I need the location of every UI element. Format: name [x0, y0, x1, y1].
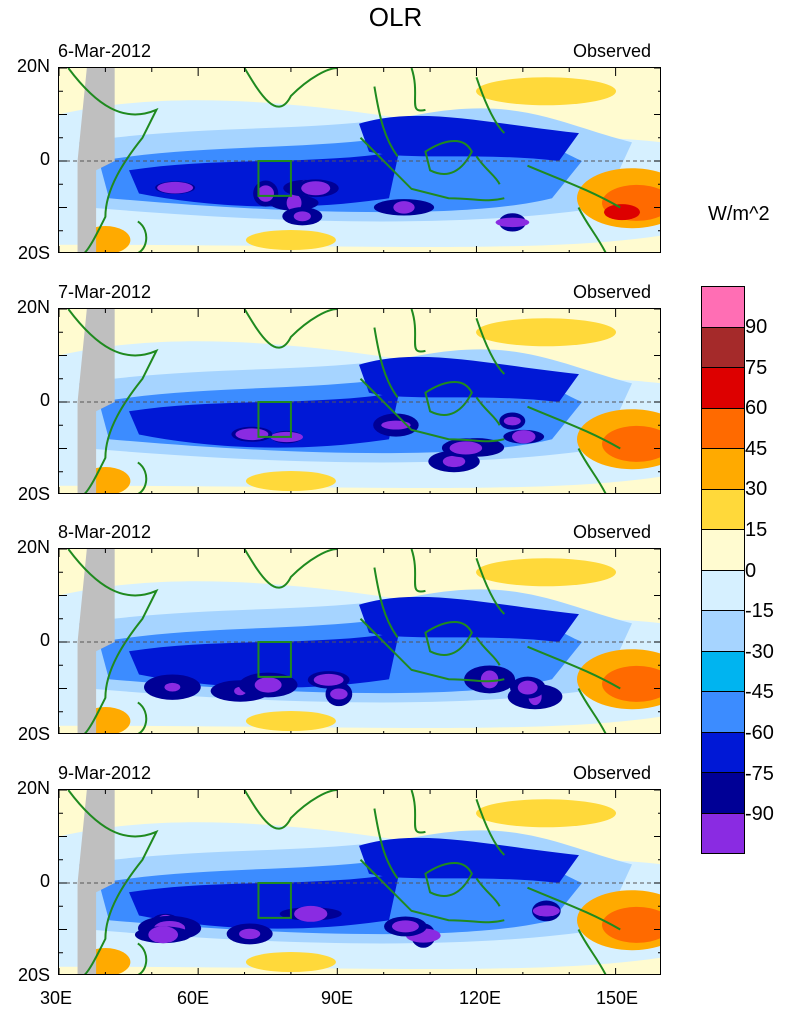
- colorbar-bin: [701, 650, 745, 691]
- colorbar-label: -45: [745, 681, 774, 704]
- lat-tick: 0: [39, 390, 50, 410]
- panel-date: 8-Mar-2012: [58, 522, 152, 542]
- lat-tick: 20N: [16, 778, 50, 798]
- colorbar-label: 0: [745, 559, 757, 582]
- plot-title: OLR: [368, 2, 423, 32]
- lat-tick: 0: [39, 871, 50, 891]
- lat-tick: 0: [39, 149, 50, 169]
- colorbar-bin: [701, 407, 745, 448]
- panel-source: Observed: [573, 522, 652, 542]
- panel-source: Observed: [573, 41, 652, 61]
- colorbar-label: 75: [745, 356, 768, 379]
- colorbar-label: 90: [745, 316, 768, 338]
- colorbar-bin: [701, 772, 745, 813]
- colorbar-bin: [701, 812, 745, 854]
- lon-tick: 150E: [595, 988, 639, 1008]
- colorbar-bin: [701, 367, 745, 408]
- colorbar-bin: [701, 691, 745, 732]
- lon-tick: 30E: [39, 988, 73, 1008]
- colorbar-label: 15: [745, 519, 768, 541]
- colorbar-label: -30: [745, 640, 774, 663]
- lat-tick: 20N: [16, 297, 50, 317]
- colorbar-bin: [701, 326, 745, 367]
- lat-tick: 0: [39, 630, 50, 650]
- colorbar-bin: [701, 286, 745, 327]
- lon-tick: 90E: [320, 988, 354, 1008]
- colorbar-label: 30: [745, 478, 768, 501]
- colorbar-bin: [701, 731, 745, 772]
- colorbar-label: -15: [745, 600, 774, 623]
- colorbar-label: -90: [745, 803, 774, 826]
- olr-map: [58, 789, 661, 975]
- olr-map: [58, 67, 661, 253]
- lat-tick: 20S: [17, 243, 50, 263]
- colorbar-label: -60: [745, 722, 774, 744]
- colorbar: [701, 286, 745, 854]
- colorbar-bin: [701, 610, 745, 651]
- lon-tick: 60E: [176, 988, 210, 1008]
- lat-tick: 20N: [16, 537, 50, 557]
- colorbar-bin: [701, 488, 745, 529]
- panel-date: 7-Mar-2012: [58, 282, 152, 302]
- lat-tick: 20S: [17, 724, 50, 744]
- panel-source: Observed: [573, 282, 652, 302]
- olr-map: [58, 308, 661, 494]
- colorbar-bin: [701, 448, 745, 489]
- colorbar-bin: [701, 529, 745, 570]
- colorbar-label: 45: [745, 437, 768, 460]
- colorbar-bin: [701, 569, 745, 610]
- colorbar-label: 60: [745, 397, 768, 420]
- lon-tick: 120E: [458, 988, 502, 1008]
- colorbar-units: W/m^2: [708, 203, 770, 225]
- panel-source: Observed: [573, 763, 652, 783]
- lat-tick: 20S: [17, 965, 50, 985]
- lat-tick: 20N: [16, 56, 50, 76]
- panel-date: 6-Mar-2012: [58, 41, 152, 61]
- olr-map: [58, 548, 661, 734]
- colorbar-label: -75: [745, 762, 774, 785]
- lat-tick: 20S: [17, 484, 50, 504]
- panel-date: 9-Mar-2012: [58, 763, 152, 783]
